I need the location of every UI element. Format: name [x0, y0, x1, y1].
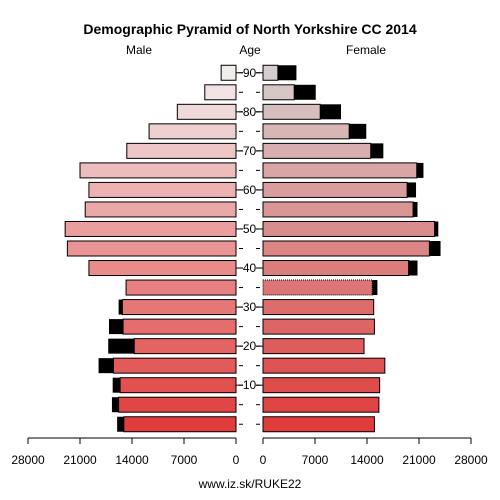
female-bar-20-24	[262, 338, 365, 355]
female-bar-90+	[262, 64, 279, 81]
male-bar-25-29	[122, 318, 237, 335]
male-bar-15-19	[112, 357, 237, 374]
female-bar-45-49	[262, 240, 430, 257]
age-tick-label-90: 90	[243, 66, 257, 80]
x-tick-label-left-7000: 7000	[171, 453, 198, 467]
female-excess-35-39	[372, 280, 378, 296]
male-bar-45-49	[66, 240, 237, 257]
female-excess-40-44	[408, 260, 418, 276]
female-excess-80-84	[320, 104, 341, 120]
age-tick-label-80: 80	[243, 105, 257, 119]
female-excess-85-89	[294, 84, 316, 100]
male-bar-0-4	[123, 416, 237, 433]
age-tick-label-60: 60	[243, 183, 257, 197]
female-excess-60-64	[407, 182, 417, 198]
male-bar-30-34	[121, 299, 237, 316]
male-excess-25-29	[108, 319, 124, 335]
age-tick-label-70: 70	[243, 144, 257, 158]
female-bar-80-84	[262, 103, 321, 120]
x-axis-male: 28000 21000 14000 7000 0	[11, 437, 240, 467]
male-bar-85-89	[204, 84, 237, 101]
male-excess-0-4	[117, 416, 124, 432]
female-bar-60-64	[262, 181, 408, 198]
male-bar-20-24	[133, 338, 237, 355]
male-bar-50-54	[64, 220, 237, 237]
male-bar-70-74	[126, 142, 237, 159]
female-bar-65-69	[262, 162, 418, 179]
source-label: www.iz.sk/RUKE22	[198, 477, 302, 491]
male-excess-15-19	[98, 358, 114, 374]
male-bar-75-79	[148, 123, 237, 140]
x-tick-label-right-21000: 21000	[402, 453, 436, 467]
age-label: Age	[239, 43, 261, 57]
female-excess-45-49	[429, 241, 441, 256]
age-axis: 10 20 30 40 50 60 70 80 90	[236, 66, 263, 425]
male-bar-80-84	[176, 103, 237, 120]
x-tick-label-right-0: 0	[260, 453, 267, 467]
age-tick-label-30: 30	[243, 300, 257, 314]
male-bar-90+	[220, 64, 237, 81]
male-excess-20-24	[108, 338, 135, 354]
x-tick-label-left-14000: 14000	[115, 453, 149, 467]
female-excess-70-74	[370, 143, 384, 159]
female-bar-25-29	[262, 318, 375, 335]
female-bar-35-39	[262, 279, 373, 296]
female-label: Female	[346, 43, 386, 57]
age-tick-label-20: 20	[243, 339, 257, 353]
x-tick-label-left-21000: 21000	[63, 453, 97, 467]
x-axis-female: 0 7000 14000 21000 28000	[260, 437, 488, 467]
x-tick-label-left-0: 0	[233, 453, 240, 467]
male-bar-5-9	[118, 396, 237, 413]
age-tick-label-40: 40	[243, 261, 257, 275]
x-tick-label-left-28000: 28000	[11, 453, 45, 467]
age-tick-label-50: 50	[243, 222, 257, 236]
male-excess-10-14	[112, 377, 121, 393]
male-excess-30-34	[118, 299, 123, 315]
male-bar-55-59	[84, 201, 237, 218]
female-excess-90+	[277, 65, 297, 81]
x-tick-label-right-7000: 7000	[302, 453, 329, 467]
female-bar-40-44	[262, 260, 410, 277]
female-bar-15-19	[262, 357, 386, 374]
female-bar-5-9	[262, 396, 380, 413]
female-excess-75-79	[349, 123, 367, 139]
male-bar-35-39	[125, 279, 237, 296]
x-tick-label-right-28000: 28000	[454, 453, 488, 467]
female-bar-55-59	[262, 201, 414, 218]
male-bar-60-64	[88, 181, 237, 198]
female-excess-65-69	[416, 162, 424, 178]
age-tick-label-10: 10	[243, 378, 257, 392]
female-bar-70-74	[262, 142, 372, 159]
male-bar-10-14	[119, 377, 237, 394]
female-bar-0-4	[262, 416, 375, 433]
male-bars	[64, 64, 237, 433]
female-bar-85-89	[262, 84, 295, 101]
female-bar-75-79	[262, 123, 350, 140]
female-excess-55-59	[413, 201, 418, 217]
female-bar-30-34	[262, 299, 375, 316]
x-tick-label-right-14000: 14000	[350, 453, 384, 467]
male-bar-40-44	[88, 260, 237, 277]
female-bar-10-14	[262, 377, 381, 394]
female-excess-50-54	[434, 221, 439, 237]
female-bar-50-54	[262, 220, 436, 237]
male-bar-65-69	[79, 162, 237, 179]
female-bars	[262, 64, 441, 433]
male-label: Male	[126, 43, 152, 57]
chart-title: Demographic Pyramid of North Yorkshire C…	[83, 21, 416, 37]
male-excess-5-9	[111, 397, 119, 413]
